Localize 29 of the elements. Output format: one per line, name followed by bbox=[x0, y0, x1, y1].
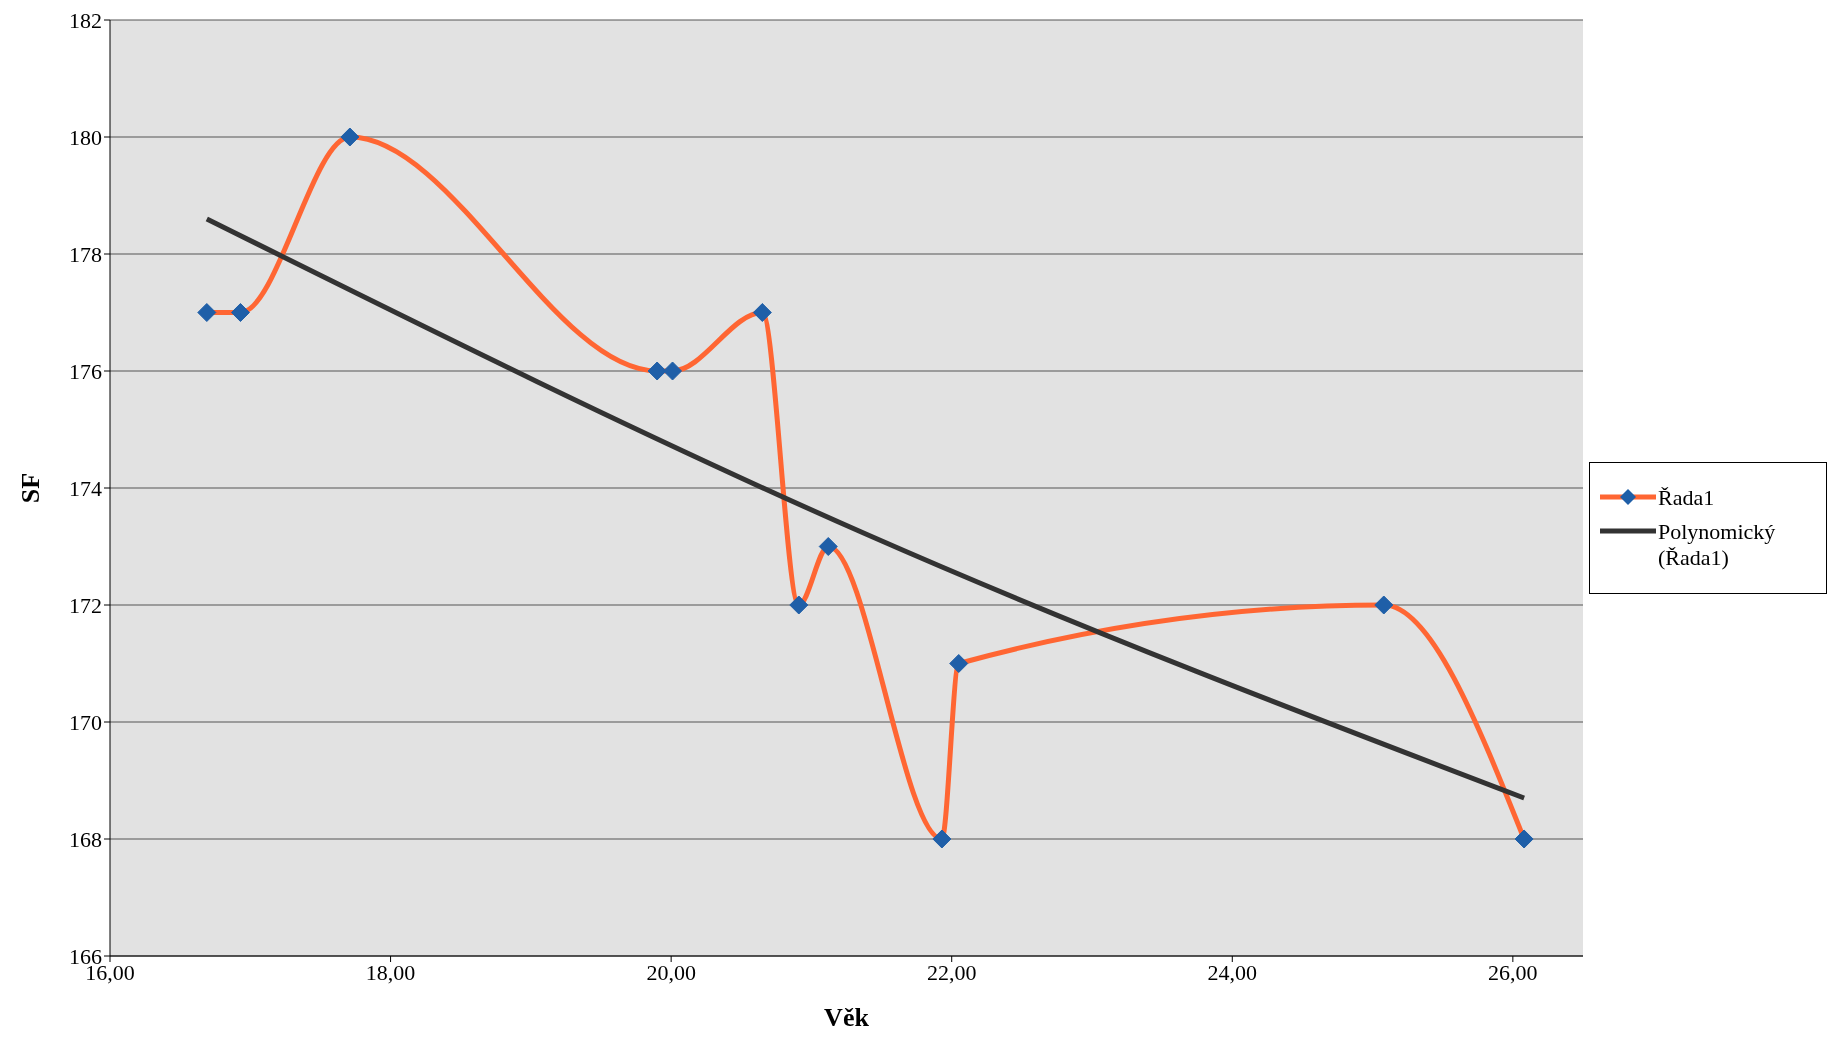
y-tick-label: 168 bbox=[69, 826, 102, 852]
y-tick-label: 180 bbox=[69, 124, 102, 150]
y-tick-label: 170 bbox=[69, 709, 102, 735]
point bbox=[789, 595, 809, 615]
x-tick-label: 18,00 bbox=[365, 959, 416, 985]
y-axis-title: SF bbox=[16, 472, 46, 504]
x-tick-label: 26,00 bbox=[1488, 959, 1538, 985]
point bbox=[818, 537, 838, 556]
y-tick-label: 172 bbox=[69, 592, 102, 618]
y-tick-label: 174 bbox=[69, 475, 102, 501]
x-tick-label: 22,00 bbox=[926, 959, 977, 985]
point bbox=[1514, 829, 1534, 849]
y-tick-label: 178 bbox=[69, 241, 102, 267]
point bbox=[752, 303, 772, 322]
y-tick-label: 176 bbox=[69, 358, 102, 384]
point bbox=[340, 127, 360, 147]
point bbox=[932, 829, 952, 849]
x-axis-title: Věk bbox=[824, 1003, 870, 1032]
x-tick-label: 24,00 bbox=[1207, 959, 1258, 985]
legend-label: Polynomický (Řada1) bbox=[1658, 519, 1777, 571]
point bbox=[1374, 595, 1394, 615]
x-tick-label: 20,00 bbox=[646, 959, 696, 985]
point bbox=[949, 654, 969, 673]
point bbox=[230, 303, 250, 322]
point bbox=[663, 361, 683, 381]
legend-label: Řada1 bbox=[1658, 485, 1715, 511]
point bbox=[197, 303, 217, 322]
point bbox=[647, 361, 667, 381]
y-tick-label: 182 bbox=[69, 7, 102, 33]
